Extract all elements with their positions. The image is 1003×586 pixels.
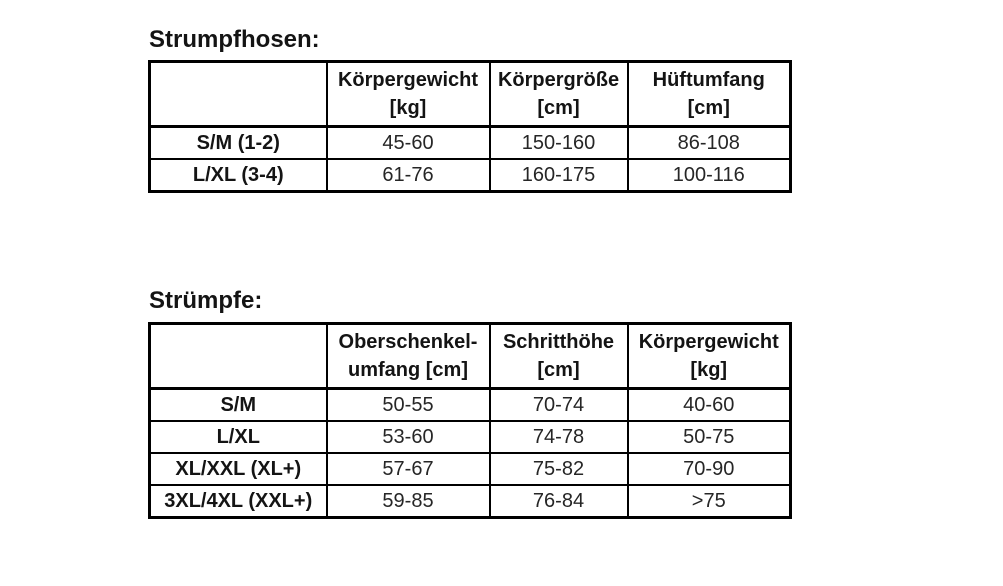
column-header-line1: Hüftumfang xyxy=(652,69,765,91)
table-cell: 50-75 xyxy=(626,420,792,454)
column-header-hueftumfang: Hüftumfang [cm] xyxy=(626,60,792,128)
strumpfhosen-title: Strumpfhosen: xyxy=(149,26,320,53)
table-cell: 70-90 xyxy=(626,452,792,486)
struempfe-title: Strümpfe: xyxy=(149,287,263,314)
table-cell: 59-85 xyxy=(325,484,491,519)
row-label: XL/XXL (XL+) xyxy=(148,452,328,486)
table-row: L/XL 53-60 74-78 50-75 xyxy=(148,420,792,454)
column-header-oberschenkelumfang: Oberschenkel- umfang [cm] xyxy=(325,322,491,390)
column-header-line1: Oberschenkel- xyxy=(338,331,478,353)
table-row: XL/XXL (XL+) 57-67 75-82 70-90 xyxy=(148,452,792,486)
table-cell: 86-108 xyxy=(626,125,792,160)
table-row: S/M (1-2) 45-60 150-160 86-108 xyxy=(148,125,792,160)
column-header-koerpergroesse: Körpergröße [cm] xyxy=(488,60,629,128)
row-label: S/M (1-2) xyxy=(148,125,328,160)
table-cell: 40-60 xyxy=(626,387,792,422)
strumpfhosen-header-row: Körpergewicht [kg] Körpergröße [cm] Hüft… xyxy=(148,60,792,128)
table-cell: 74-78 xyxy=(488,420,629,454)
struempfe-size-table: Oberschenkel- umfang [cm] Schritthöhe [c… xyxy=(148,322,792,519)
table-cell: 100-116 xyxy=(626,158,792,193)
column-header-line2: [cm] xyxy=(537,97,580,119)
table-cell: 150-160 xyxy=(488,125,629,160)
column-header-line2: umfang [cm] xyxy=(348,359,468,381)
table-cell: 160-175 xyxy=(488,158,629,193)
row-label: S/M xyxy=(148,387,328,422)
table-row: L/XL (3-4) 61-76 160-175 100-116 xyxy=(148,158,792,193)
column-header-line2: [kg] xyxy=(389,97,427,119)
table-row: 3XL/4XL (XXL+) 59-85 76-84 >75 xyxy=(148,484,792,519)
table-cell: 45-60 xyxy=(325,125,491,160)
table-cell: 70-74 xyxy=(488,387,629,422)
table-cell: 75-82 xyxy=(488,452,629,486)
column-header-line2: [cm] xyxy=(537,359,580,381)
struempfe-header-row: Oberschenkel- umfang [cm] Schritthöhe [c… xyxy=(148,322,792,390)
column-header-koerpergewicht: Körpergewicht [kg] xyxy=(325,60,491,128)
column-header-line2: [cm] xyxy=(687,97,730,119)
column-header-koerpergewicht: Körpergewicht [kg] xyxy=(626,322,792,390)
table-cell: 61-76 xyxy=(325,158,491,193)
column-header-line1: Körpergewicht xyxy=(638,331,779,353)
column-header-line1: Körpergröße xyxy=(497,69,620,91)
table-row: S/M 50-55 70-74 40-60 xyxy=(148,387,792,422)
strumpfhosen-size-table: Körpergewicht [kg] Körpergröße [cm] Hüft… xyxy=(148,60,792,193)
empty-corner-cell xyxy=(148,60,328,128)
row-label: L/XL (3-4) xyxy=(148,158,328,193)
table-cell: 50-55 xyxy=(325,387,491,422)
row-label: 3XL/4XL (XXL+) xyxy=(148,484,328,519)
column-header-line2: [kg] xyxy=(690,359,728,381)
table-cell: 53-60 xyxy=(325,420,491,454)
table-cell: 76-84 xyxy=(488,484,629,519)
column-header-line1: Körpergewicht xyxy=(337,69,479,91)
table-cell: >75 xyxy=(626,484,792,519)
table-cell: 57-67 xyxy=(325,452,491,486)
column-header-schritthoehe: Schritthöhe [cm] xyxy=(488,322,629,390)
empty-corner-cell xyxy=(148,322,328,390)
row-label: L/XL xyxy=(148,420,328,454)
column-header-line1: Schritthöhe xyxy=(502,331,615,353)
